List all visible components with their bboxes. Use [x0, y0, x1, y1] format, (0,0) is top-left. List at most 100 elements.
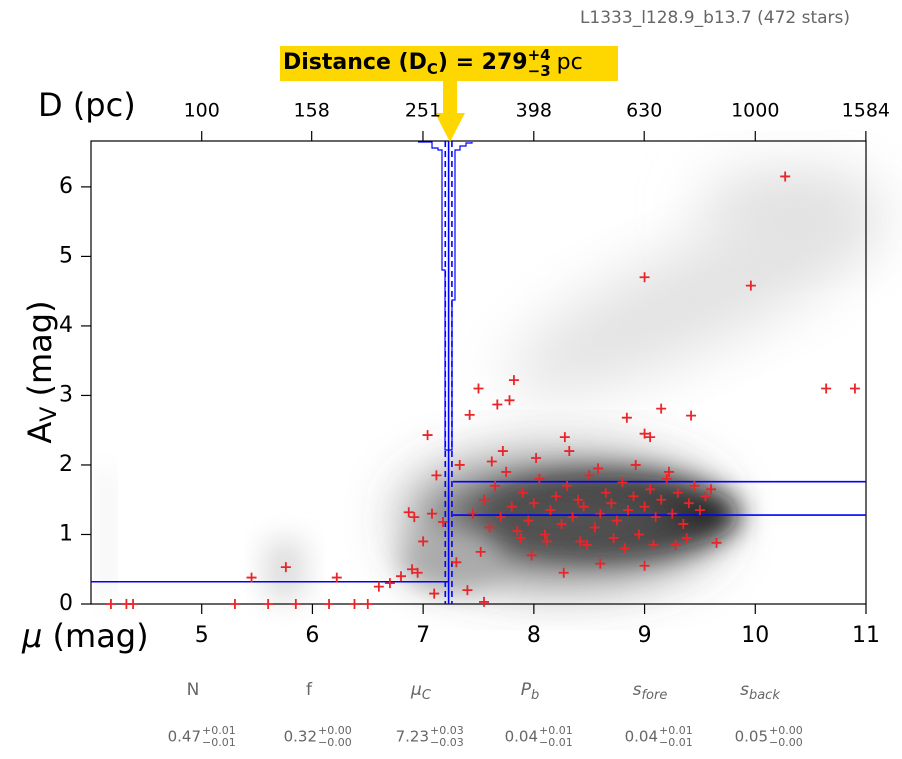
y-tick-label: 4 [59, 313, 73, 338]
x-tick-label: 11 [852, 623, 880, 648]
star-point [331, 572, 342, 583]
param-symbol: N [187, 680, 200, 700]
x2-tick-label: 251 [405, 100, 441, 122]
star-point [645, 484, 656, 495]
y-label-main: A [21, 422, 59, 444]
star-point [689, 480, 700, 491]
x2-tick-label: 1584 [842, 100, 890, 122]
star-point [650, 512, 661, 523]
field-label: L1333_l128.9_b13.7 (472 stars) [580, 8, 850, 28]
star-point [290, 599, 301, 609]
y-tick-label: 5 [59, 243, 73, 268]
param-plus: +0.01 [539, 724, 573, 737]
param-value: 0.32 [284, 728, 317, 746]
annotation-prefix: Distance (D [283, 50, 427, 75]
x2-tick-label: 100 [184, 100, 220, 122]
star-point [573, 494, 584, 505]
star-point [438, 516, 449, 527]
x-label-symbol: μ [21, 617, 42, 655]
star-point [639, 560, 650, 571]
star-point [542, 536, 553, 547]
param-plus: +0.01 [202, 724, 236, 737]
star-point [745, 280, 756, 291]
x2-tick-label: 398 [516, 100, 552, 122]
star-point [373, 581, 384, 592]
star-point [422, 430, 433, 441]
star-point [324, 599, 335, 609]
star-point [678, 519, 689, 530]
star-point [780, 171, 791, 182]
star-point [539, 529, 550, 540]
param-minus: −0.01 [539, 736, 573, 749]
annotation-eq: ) = 279 [438, 50, 528, 75]
star-point [451, 557, 462, 568]
param-value: 0.04 [625, 728, 658, 746]
param-sub: fore [641, 688, 667, 703]
x-axis-label: μ (mag) [21, 617, 149, 655]
annotation-unit: pc [557, 50, 583, 75]
star-point [429, 588, 440, 599]
star-point [484, 522, 495, 533]
star-point [611, 515, 622, 526]
y-tick-label: 1 [59, 521, 73, 546]
param-name: Pb [521, 680, 540, 703]
star-point [630, 459, 641, 470]
star-point [545, 505, 556, 516]
param-plus: +0.00 [318, 724, 352, 737]
star-point [396, 571, 406, 582]
star-point [515, 532, 526, 543]
distance-annotation: Distance (DC) = 279+4 −3 pc [280, 46, 618, 142]
star-point [628, 491, 639, 502]
star-point [681, 532, 692, 543]
param-value: 0.05 [735, 728, 768, 746]
param-minus: −0.01 [202, 736, 236, 749]
star-point [531, 453, 542, 464]
posterior-histogram [418, 141, 473, 451]
param-value: 0.04 [505, 728, 538, 746]
star-point [600, 487, 611, 498]
star-point [105, 599, 116, 609]
star-point [479, 596, 490, 607]
star-point [706, 484, 716, 495]
svg-text:Distance (DC) = 279+4−3pc: Distance (DC) = 279+4 −3 pc [283, 46, 583, 80]
star-point [464, 409, 475, 420]
star-point [821, 383, 832, 394]
star-point [407, 564, 418, 575]
param-sub: back [749, 688, 780, 703]
param-minus: −0.03 [430, 736, 464, 749]
param-name: sback [740, 680, 780, 703]
x-tick-label: 5 [195, 623, 209, 648]
star-point [672, 487, 683, 498]
x2-axis-label: D (pc) [38, 86, 136, 124]
star-point [427, 508, 437, 519]
star-point [528, 498, 539, 509]
star-point [501, 466, 512, 477]
param-minus: −0.01 [659, 736, 693, 749]
y-axis-label: AV (mag) [21, 300, 62, 443]
x2-tick-label: 158 [294, 100, 330, 122]
star-point [661, 473, 672, 484]
param-symbol: s [740, 680, 749, 700]
star-point [431, 470, 442, 481]
annotation-plus: +4 [528, 46, 551, 64]
y-label-rest: (mag) [21, 300, 59, 406]
param-plus: +0.00 [769, 724, 803, 737]
star-point [639, 428, 650, 439]
star-point [486, 456, 497, 467]
param-symbol: μ [410, 680, 422, 700]
star-point [492, 399, 503, 410]
star-point [606, 498, 617, 509]
star-point [608, 532, 619, 543]
param-value: 7.23 [396, 728, 429, 746]
star-point [506, 501, 517, 512]
param-symbol: s [633, 680, 642, 700]
star-point [246, 572, 257, 583]
star-point [589, 522, 600, 533]
star-point [564, 446, 575, 457]
star-point [567, 512, 578, 523]
star-point [595, 508, 606, 519]
star-point [418, 536, 429, 547]
star-point [634, 529, 645, 540]
star-point [495, 512, 506, 523]
x-tick-label: 8 [527, 623, 541, 648]
